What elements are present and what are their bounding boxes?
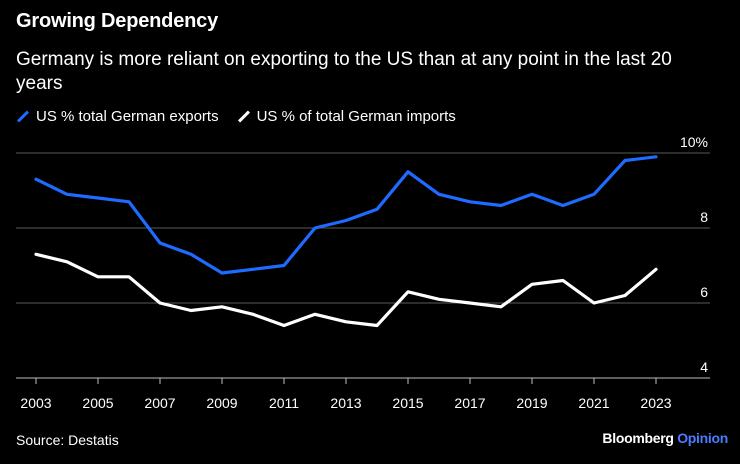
x-axis-ticks: 2003 2005 2007 2009 2011 2013 2015 2017 2019 2021… (20, 378, 672, 411)
legend-item-imports: US % of total German imports (237, 108, 456, 125)
x-tick-label: 2013 (330, 395, 361, 411)
y-tick-label: 4 (700, 359, 708, 375)
x-tick-label: 2011 (269, 395, 299, 411)
y-tick-label: 10% (680, 134, 708, 150)
source-note: Source: Destatis (16, 432, 119, 448)
x-tick-label: 2009 (206, 395, 237, 411)
chart-subtitle: Germany is more reliant on exporting to … (16, 49, 672, 94)
chart-title: Growing Dependency (16, 10, 218, 32)
y-axis-ticks: 4 6 8 10% (680, 134, 708, 375)
legend: US % total German exports US % of total … (16, 108, 456, 125)
y-tick-label: 6 (700, 284, 708, 300)
x-tick-label: 2015 (392, 395, 423, 411)
x-tick-label: 2021 (578, 395, 609, 411)
x-tick-label: 2005 (82, 395, 113, 411)
brand-suffix: Opinion (677, 430, 728, 446)
brand-logo: Bloomberg Opinion (602, 430, 728, 446)
x-tick-label: 2007 (144, 395, 175, 411)
x-tick-label: 2003 (20, 395, 51, 411)
legend-label-exports: US % total German exports (36, 108, 219, 125)
x-tick-label: 2017 (454, 395, 485, 411)
x-tick-label: 2019 (516, 395, 547, 411)
series-line-exports (34, 155, 658, 275)
gridlines (16, 152, 710, 379)
x-tick-label: 2023 (640, 395, 671, 411)
series-line-imports (34, 252, 658, 328)
legend-item-exports: US % total German exports (16, 108, 219, 125)
series-lines (34, 155, 658, 328)
y-tick-label: 8 (700, 209, 708, 225)
legend-label-imports: US % of total German imports (256, 108, 456, 125)
brand-name: Bloomberg (602, 430, 674, 446)
